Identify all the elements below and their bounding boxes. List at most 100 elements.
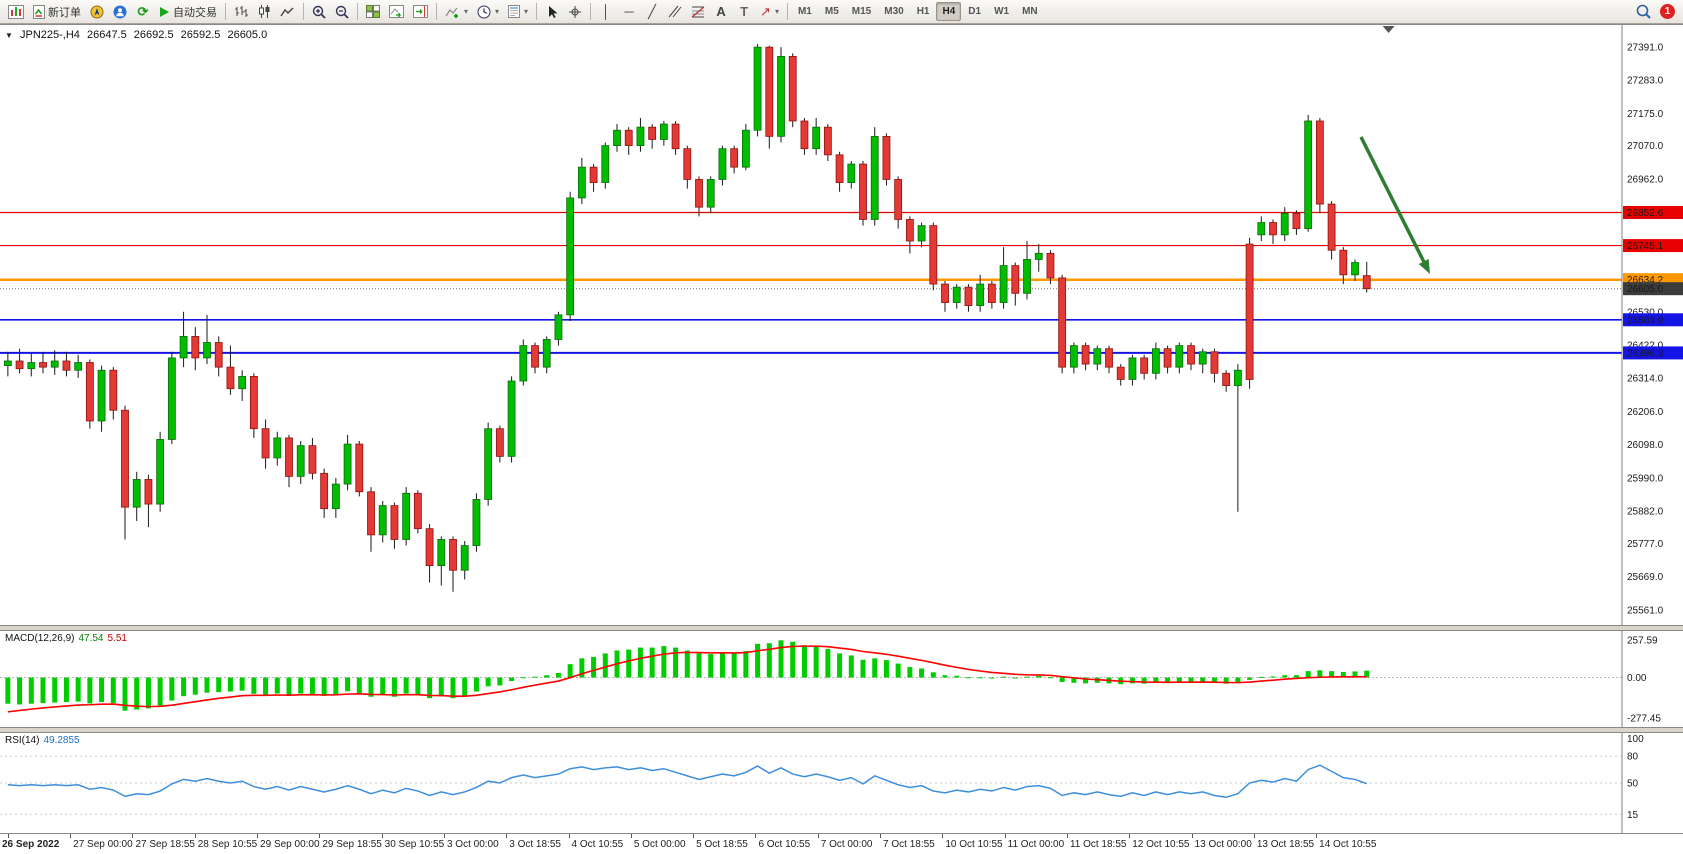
symbol-period-label: JPN225-,H4 xyxy=(19,29,80,41)
search-button[interactable] xyxy=(1632,1,1655,22)
new-chart-button[interactable] xyxy=(4,1,28,22)
chart-shift-button[interactable] xyxy=(409,1,432,22)
timeframe-m30-button[interactable]: M30 xyxy=(878,2,909,21)
bar-chart-button[interactable] xyxy=(230,1,252,22)
toolbar-separator xyxy=(436,3,437,20)
cursor-button[interactable] xyxy=(541,1,563,22)
timeframe-h1-button[interactable]: H1 xyxy=(911,2,936,21)
candlestick-chart-button[interactable] xyxy=(253,1,275,22)
time-tick xyxy=(257,834,259,838)
periods-button[interactable]: ▾ xyxy=(473,1,503,22)
price-chart-pane[interactable]: 27391.027283.027175.027070.026962.026854… xyxy=(0,25,1683,625)
timeframe-d1-button[interactable]: D1 xyxy=(962,2,987,21)
macd-axis: 257.59 0.00 -277.45 xyxy=(1627,636,1661,725)
channel-button[interactable] xyxy=(664,1,686,22)
price-macd-splitter[interactable] xyxy=(0,625,1683,631)
time-tick xyxy=(1316,834,1318,838)
new-chart-icon xyxy=(8,4,24,19)
zoom-in-button[interactable] xyxy=(308,1,330,22)
toolbar-separator xyxy=(786,3,788,20)
svg-text:27175.0: 27175.0 xyxy=(1627,109,1664,120)
label-button[interactable]: T xyxy=(733,1,755,22)
time-label: 27 Sep 00:00 xyxy=(73,839,133,850)
time-tick xyxy=(942,834,944,838)
svg-text:26962.0: 26962.0 xyxy=(1627,174,1664,185)
time-axis[interactable]: 26 Sep 2022 27 Sep 00:00 27 Sep 18:55 28 Se… xyxy=(0,833,1683,854)
macd-rsi-splitter[interactable] xyxy=(0,727,1683,733)
toolbar-separator xyxy=(590,3,592,20)
time-label: 29 Sep 00:00 xyxy=(260,839,320,850)
timeframe-mn-button[interactable]: MN xyxy=(1016,2,1044,21)
horizontal-line-button[interactable]: ─ xyxy=(618,1,640,22)
notification-badge: 1 xyxy=(1660,4,1675,19)
timeframe-m1-button[interactable]: M1 xyxy=(792,2,818,21)
svg-text:15: 15 xyxy=(1627,810,1639,821)
crosshair-icon xyxy=(569,5,582,18)
price-axis[interactable]: 27391.027283.027175.027070.026962.026854… xyxy=(1627,42,1664,616)
time-tick xyxy=(506,834,508,838)
rsi-axis: 100 80 50 15 xyxy=(1627,734,1644,821)
label-icon: T xyxy=(740,4,749,19)
zoom-in-icon xyxy=(312,5,326,19)
svg-text:26745.1: 26745.1 xyxy=(1627,241,1664,252)
zoom-out-icon xyxy=(335,5,349,19)
price-badge-26605.0: 26605.0 xyxy=(1623,282,1683,296)
community-button[interactable] xyxy=(109,1,131,22)
svg-text:257.59: 257.59 xyxy=(1627,636,1658,647)
tile-windows-button[interactable] xyxy=(362,1,384,22)
rsi-pane[interactable]: 100 80 50 15 xyxy=(0,733,1683,833)
mql5-button[interactable] xyxy=(86,1,108,22)
svg-text:26314.0: 26314.0 xyxy=(1627,374,1664,385)
timeframe-m5-button[interactable]: M5 xyxy=(819,2,845,21)
time-label: 13 Oct 00:00 xyxy=(1194,839,1252,850)
fibonacci-button[interactable] xyxy=(687,1,709,22)
time-label: 11 Oct 00:00 xyxy=(1007,839,1065,850)
chart-shift-icon xyxy=(413,5,428,18)
new-order-button[interactable]: 新订单 xyxy=(29,1,85,22)
auto-scroll-button[interactable] xyxy=(385,1,408,22)
svg-text:25990.0: 25990.0 xyxy=(1627,473,1664,484)
time-label: 6 Oct 10:55 xyxy=(758,839,811,850)
timeframe-w1-button[interactable]: W1 xyxy=(988,2,1015,21)
cursor-icon xyxy=(548,5,558,18)
autotrading-button[interactable]: 自动交易 xyxy=(155,1,221,22)
indicators-button[interactable]: ▾ xyxy=(441,1,472,22)
line-chart-button[interactable] xyxy=(276,1,299,22)
time-label: 30 Sep 10:55 xyxy=(384,839,445,850)
templates-button[interactable]: ▾ xyxy=(504,1,532,22)
autotrading-label: 自动交易 xyxy=(173,6,217,19)
time-tick xyxy=(568,834,570,838)
svg-text:27070.0: 27070.0 xyxy=(1627,141,1664,152)
refresh-button[interactable]: ⟳ xyxy=(132,1,154,22)
time-tick xyxy=(132,834,134,838)
arrows-tool-icon: ↗ xyxy=(760,4,771,19)
timeframe-m15-button[interactable]: M15 xyxy=(846,2,877,21)
time-label: 29 Sep 18:55 xyxy=(322,839,382,850)
sell-arrow-annotation[interactable] xyxy=(1359,136,1430,274)
chart-window[interactable]: 27391.027283.027175.027070.026962.026854… xyxy=(0,24,1683,854)
vertical-line-button[interactable]: │ xyxy=(595,1,617,22)
quote-high: 26692.5 xyxy=(133,29,174,41)
candlestick-series xyxy=(3,44,1371,592)
arrows-tool-button[interactable]: ↗ ▾ xyxy=(756,1,783,22)
svg-text:80: 80 xyxy=(1627,752,1639,763)
rsi-value: 49.2855 xyxy=(43,735,80,746)
svg-text:25882.0: 25882.0 xyxy=(1627,507,1664,518)
time-label: 13 Oct 18:55 xyxy=(1256,839,1315,850)
candlestick-chart-icon xyxy=(258,5,269,18)
one-click-trading-toggle[interactable]: ▼ xyxy=(5,31,13,40)
text-button[interactable]: A xyxy=(710,1,732,22)
trendline-button[interactable]: ╱ xyxy=(641,1,663,22)
svg-text:25561.0: 25561.0 xyxy=(1627,605,1664,616)
svg-text:26852.6: 26852.6 xyxy=(1627,208,1664,219)
line-chart-icon xyxy=(280,7,294,16)
svg-text:26530.0: 26530.0 xyxy=(1627,307,1664,318)
notifications-button[interactable]: 1 xyxy=(1656,1,1679,22)
svg-text:26206.0: 26206.0 xyxy=(1627,407,1664,418)
zoom-out-button[interactable] xyxy=(331,1,353,22)
timeframe-h4-button[interactable]: H4 xyxy=(936,2,962,21)
chart-shift-marker[interactable] xyxy=(1382,26,1395,33)
crosshair-button[interactable] xyxy=(564,1,586,22)
macd-pane[interactable]: 257.59 0.00 -277.45 xyxy=(0,631,1683,727)
svg-text:26098.0: 26098.0 xyxy=(1627,440,1664,451)
